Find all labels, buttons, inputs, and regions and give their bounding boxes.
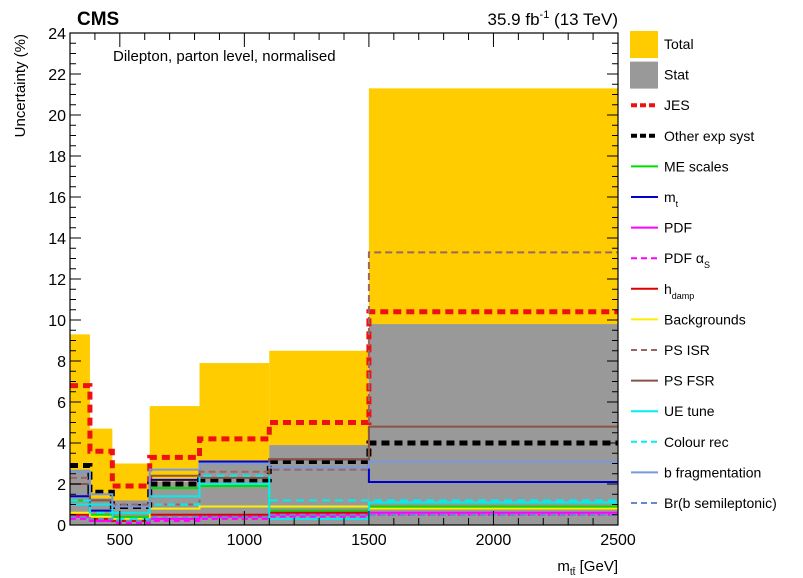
legend-label-hdamp: hdamp <box>664 281 694 301</box>
y-tick-label: 8 <box>57 354 66 371</box>
y-tick-label: 10 <box>48 313 66 330</box>
y-tick-label: 6 <box>57 395 66 412</box>
colour-rec-line <box>70 474 618 520</box>
legend-label-pdf-s: PDF αS <box>664 250 710 270</box>
legend-label-br-b-semileptonic: Br(b semileptonic) <box>664 495 777 511</box>
legend-label-stat: Stat <box>664 67 689 83</box>
legend-label-other-exp-syst: Other exp syst <box>664 128 754 144</box>
x-tick-label: 1500 <box>351 532 387 549</box>
x-tick-label: 1000 <box>227 532 263 549</box>
stat-bar <box>269 445 369 525</box>
legend-label-ps-isr: PS ISR <box>664 342 710 358</box>
ps-fsr-line <box>70 425 618 508</box>
x-axis-label-sub: tt̄ <box>570 566 576 578</box>
stat-bar <box>368 324 618 525</box>
stat-bar <box>149 481 200 525</box>
legend-label-total: Total <box>664 36 694 52</box>
me-scales-line <box>70 485 618 518</box>
legend-label-b-fragmentation: b fragmentation <box>664 464 761 480</box>
y-tick-label: 4 <box>57 436 66 453</box>
luminosity-exponent: -1 <box>540 9 550 21</box>
legend-label-backgrounds: Backgrounds <box>664 311 746 327</box>
x-tick-label: 500 <box>106 532 133 549</box>
y-tick-label: 22 <box>48 67 66 84</box>
y-tick-label: 24 <box>48 26 66 43</box>
legend-swatch-stat <box>630 61 658 89</box>
b-fragmentation-line <box>70 460 618 508</box>
y-tick-label: 2 <box>57 477 66 494</box>
legend-label-pdf: PDF <box>664 220 692 236</box>
x-axis-label: mtt̄ [GeV] <box>557 558 618 578</box>
luminosity-label: 35.9 fb-1 (13 TeV) <box>488 9 618 29</box>
br-b-semileptonic-line <box>70 513 618 522</box>
cms-label: CMS <box>77 9 119 30</box>
energy-label: (13 TeV) <box>549 10 618 29</box>
jes-line <box>70 309 618 489</box>
y-tick-label: 0 <box>57 518 66 535</box>
legend-label-jes: JES <box>664 97 690 113</box>
other-exp-syst-line <box>70 440 618 510</box>
pdf-s-line <box>70 513 618 524</box>
y-tick-label: 12 <box>48 272 66 289</box>
legend-label-colour-rec: Colour rec <box>664 434 729 450</box>
y-axis-label: Uncertainty (%) <box>12 34 29 137</box>
x-tick-label: 2500 <box>600 532 636 549</box>
legend-label-ue-tune: UE tune <box>664 403 715 419</box>
y-tick-label: 14 <box>48 231 66 248</box>
legend: Total Stat JES Other exp syst ME scales mt PDF… <box>630 31 777 511</box>
y-tick-label: 16 <box>48 190 66 207</box>
luminosity-value: 35.9 fb <box>488 10 540 29</box>
histogram-layer <box>70 88 618 525</box>
x-tick-label: 2000 <box>476 532 512 549</box>
chart-annotation: Dilepton, parton level, normalised <box>113 48 336 65</box>
legend-label-me-scales: ME scales <box>664 158 729 174</box>
x-axis-label-unit: [GeV] <box>575 558 618 575</box>
legend-label-mt: mt <box>664 189 679 209</box>
x-axis-label-main: m <box>557 558 570 575</box>
y-tick-label: 20 <box>48 108 66 125</box>
y-tick-label: 18 <box>48 149 66 166</box>
legend-swatch-total <box>630 31 658 58</box>
legend-label-ps-fsr: PS FSR <box>664 373 715 389</box>
